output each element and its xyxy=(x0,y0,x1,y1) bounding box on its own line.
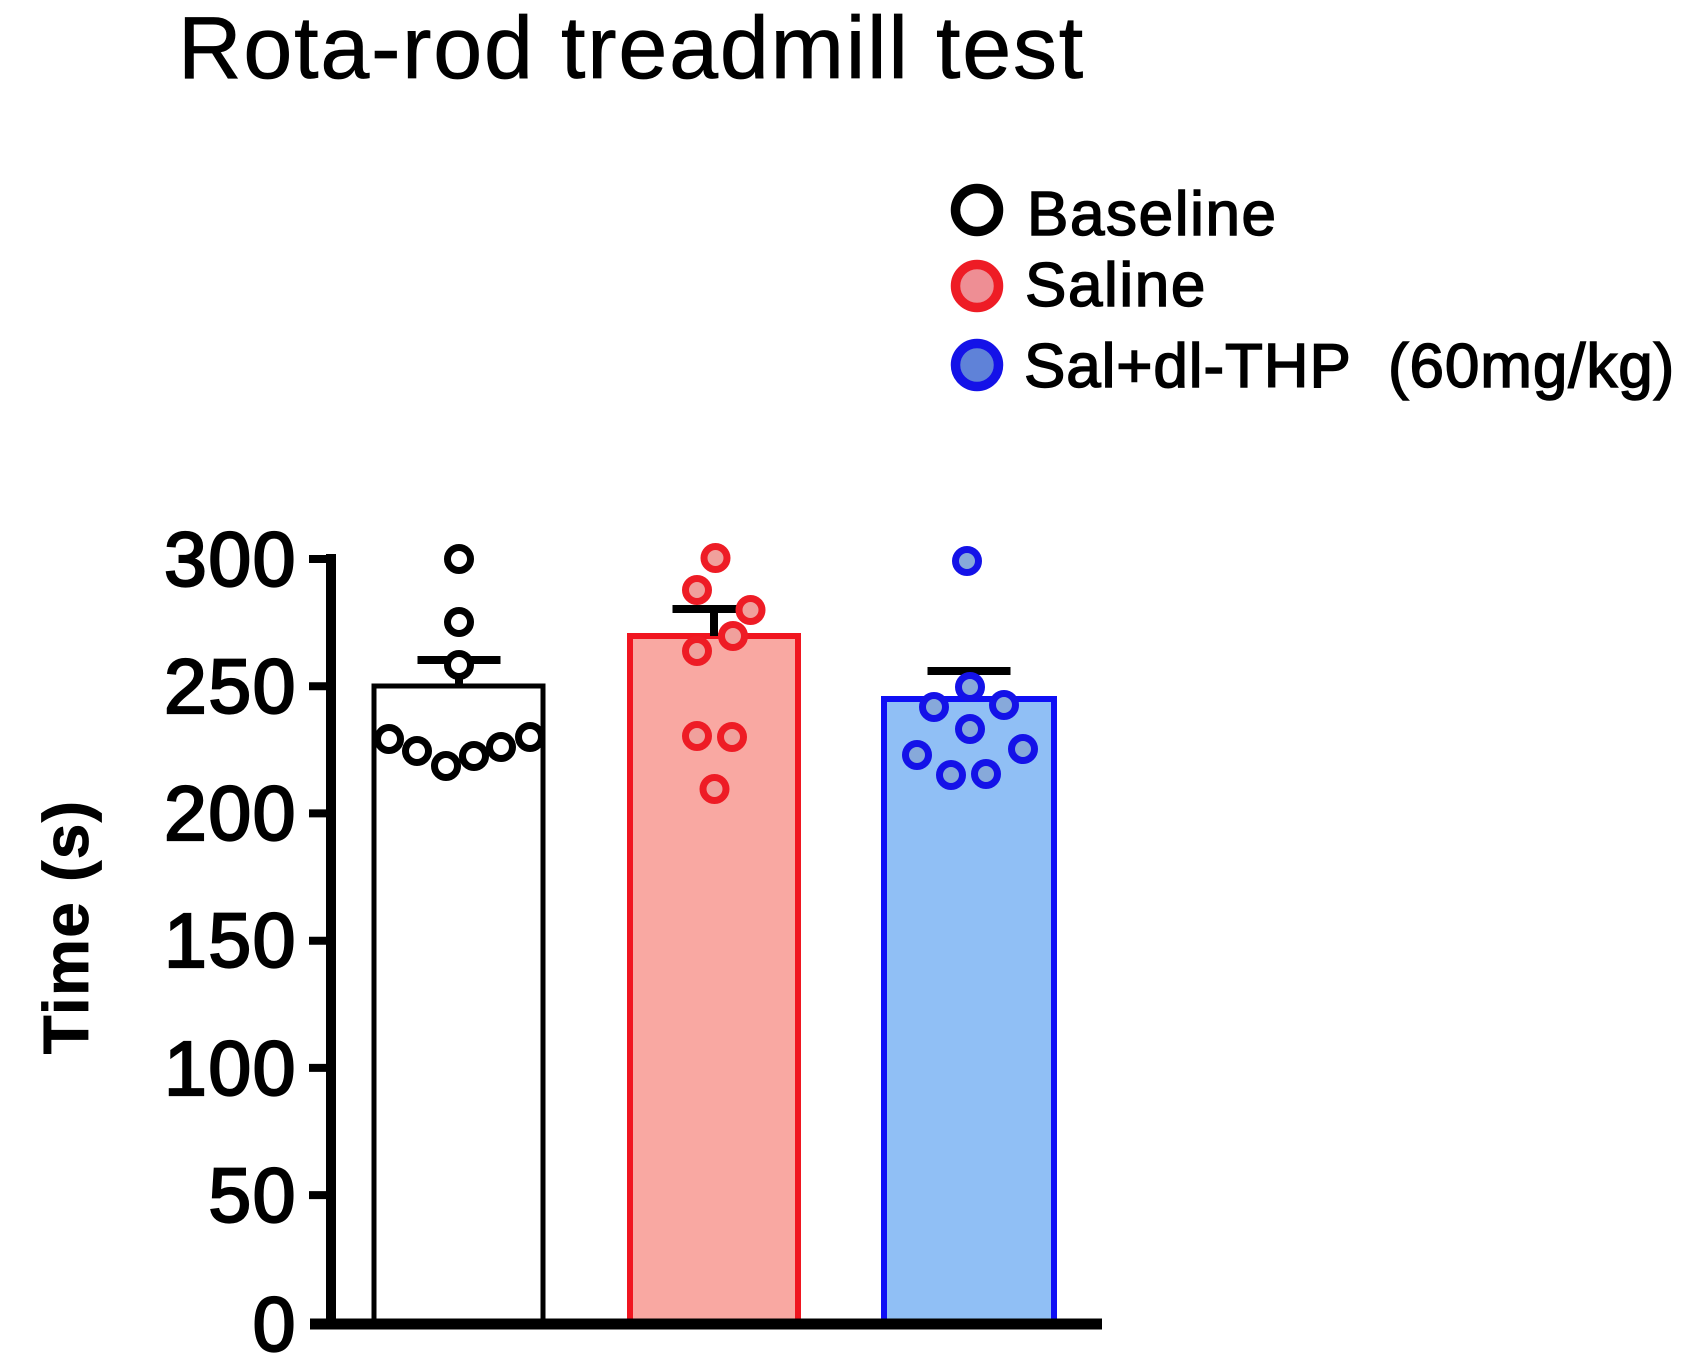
svg-text:150: 150 xyxy=(164,898,297,984)
svg-text:Sal+dl-THP (60mg/kg): Sal+dl-THP (60mg/kg) xyxy=(1024,332,1675,401)
svg-text:100: 100 xyxy=(164,1026,297,1112)
svg-text:300: 300 xyxy=(164,517,297,603)
svg-text:200: 200 xyxy=(164,771,297,857)
svg-text:0: 0 xyxy=(253,1282,297,1360)
svg-text:Time (s): Time (s) xyxy=(30,800,102,1055)
svg-text:Saline: Saline xyxy=(1025,251,1207,320)
svg-text:Rota-rod treadmill test: Rota-rod treadmill test xyxy=(178,0,1085,97)
svg-text:50: 50 xyxy=(208,1153,297,1239)
svg-text:250: 250 xyxy=(164,644,297,730)
svg-text:Baseline: Baseline xyxy=(1027,180,1278,249)
